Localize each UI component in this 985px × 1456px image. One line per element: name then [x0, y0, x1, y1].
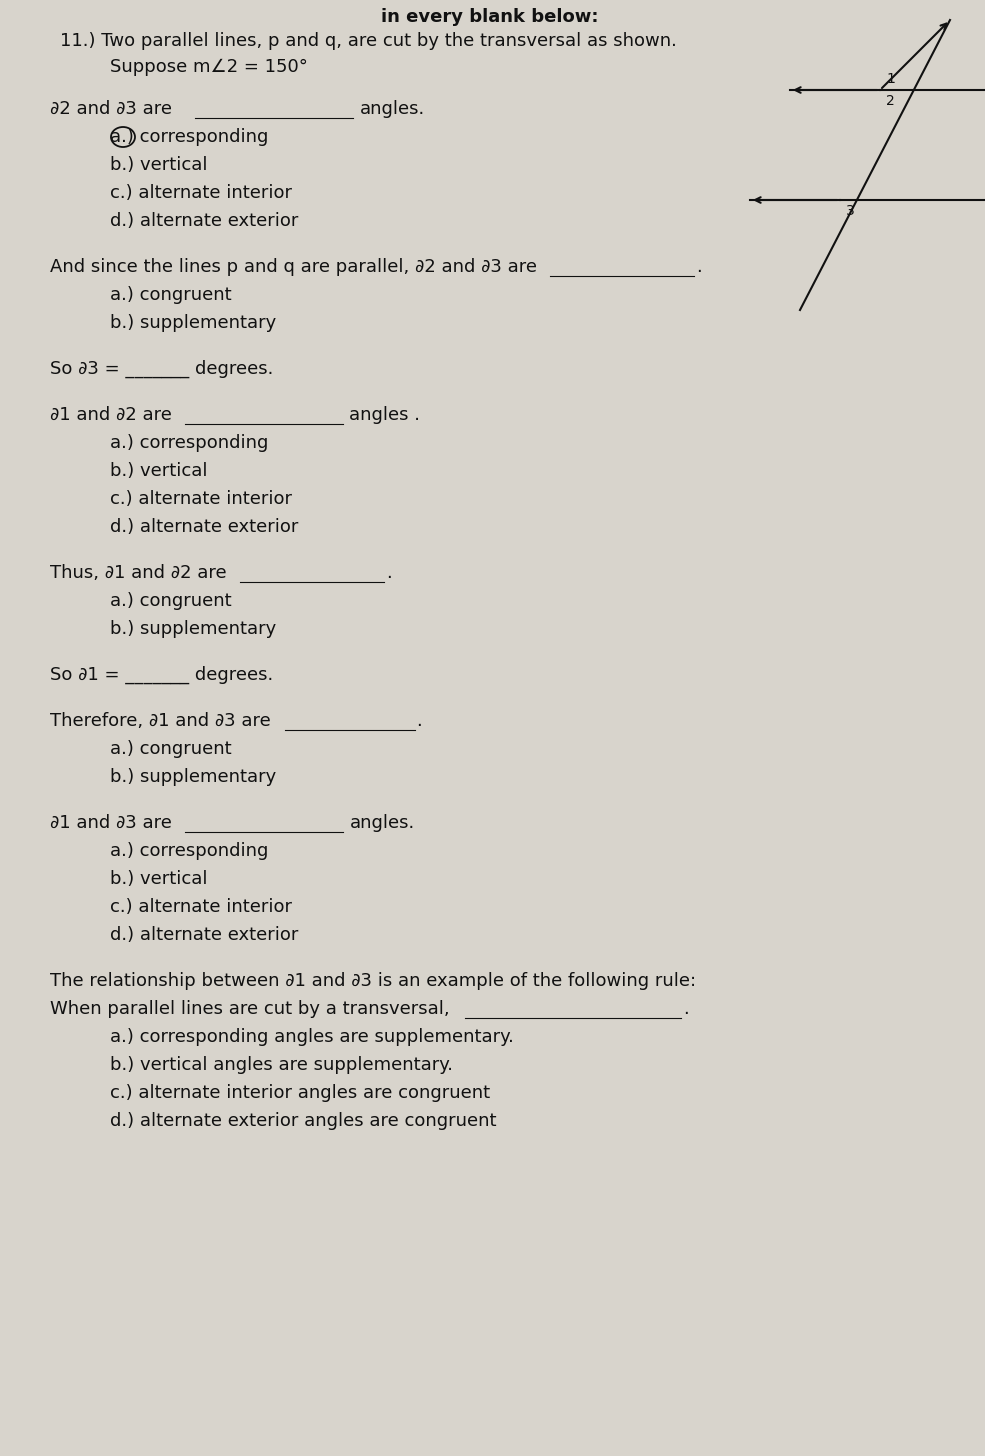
Text: b.) vertical: b.) vertical: [110, 462, 208, 480]
Text: .: .: [386, 563, 392, 582]
Text: b.) supplementary: b.) supplementary: [110, 767, 276, 786]
Text: b.) vertical: b.) vertical: [110, 156, 208, 175]
Text: 11.) Two parallel lines, p and q, are cut by the transversal as shown.: 11.) Two parallel lines, p and q, are cu…: [60, 32, 677, 50]
Text: b.) vertical: b.) vertical: [110, 871, 208, 888]
Text: b.) vertical angles are supplementary.: b.) vertical angles are supplementary.: [110, 1056, 453, 1075]
Text: So ∂1 = _______ degrees.: So ∂1 = _______ degrees.: [50, 665, 273, 684]
Text: angles.: angles.: [350, 814, 415, 831]
Text: And since the lines p and q are parallel, ∂2 and ∂3 are: And since the lines p and q are parallel…: [50, 258, 537, 277]
Text: in every blank below:: in every blank below:: [381, 7, 599, 26]
Text: d.) alternate exterior: d.) alternate exterior: [110, 518, 298, 536]
Text: 1: 1: [886, 71, 895, 86]
Text: The relationship between ∂1 and ∂3 is an example of the following rule:: The relationship between ∂1 and ∂3 is an…: [50, 973, 696, 990]
Text: a.) congruent: a.) congruent: [110, 593, 231, 610]
Text: a.) congruent: a.) congruent: [110, 285, 231, 304]
Text: d.) alternate exterior: d.) alternate exterior: [110, 926, 298, 943]
Text: d.) alternate exterior: d.) alternate exterior: [110, 213, 298, 230]
Text: c.) alternate interior: c.) alternate interior: [110, 491, 292, 508]
Text: a.) corresponding: a.) corresponding: [110, 128, 268, 146]
Text: Suppose m∠2 = 150°: Suppose m∠2 = 150°: [110, 58, 308, 76]
Text: d.) alternate exterior angles are congruent: d.) alternate exterior angles are congru…: [110, 1112, 496, 1130]
Text: So ∂3 = _______ degrees.: So ∂3 = _______ degrees.: [50, 360, 274, 379]
Text: a.) corresponding: a.) corresponding: [110, 842, 268, 860]
Text: c.) alternate interior: c.) alternate interior: [110, 898, 292, 916]
Text: ∂2 and ∂3 are: ∂2 and ∂3 are: [50, 100, 172, 118]
Text: b.) supplementary: b.) supplementary: [110, 620, 276, 638]
Text: c.) alternate interior angles are congruent: c.) alternate interior angles are congru…: [110, 1085, 491, 1102]
Text: a.) congruent: a.) congruent: [110, 740, 231, 759]
Text: a.) corresponding: a.) corresponding: [110, 434, 268, 451]
Text: angles .: angles .: [350, 406, 421, 424]
Text: ∂1 and ∂3 are: ∂1 and ∂3 are: [50, 814, 171, 831]
Text: c.) alternate interior: c.) alternate interior: [110, 183, 292, 202]
Text: .: .: [417, 712, 423, 729]
Text: Thus, ∂1 and ∂2 are: Thus, ∂1 and ∂2 are: [50, 563, 227, 582]
Text: b.) supplementary: b.) supplementary: [110, 314, 276, 332]
Text: .: .: [696, 258, 701, 277]
Text: 3: 3: [846, 204, 855, 218]
Text: a.) corresponding angles are supplementary.: a.) corresponding angles are supplementa…: [110, 1028, 514, 1045]
Text: ∂1 and ∂2 are: ∂1 and ∂2 are: [50, 406, 171, 424]
Text: 2: 2: [886, 95, 894, 108]
Text: Therefore, ∂1 and ∂3 are: Therefore, ∂1 and ∂3 are: [50, 712, 271, 729]
Text: When parallel lines are cut by a transversal,: When parallel lines are cut by a transve…: [50, 1000, 449, 1018]
Text: angles.: angles.: [360, 100, 425, 118]
Text: .: .: [683, 1000, 689, 1018]
